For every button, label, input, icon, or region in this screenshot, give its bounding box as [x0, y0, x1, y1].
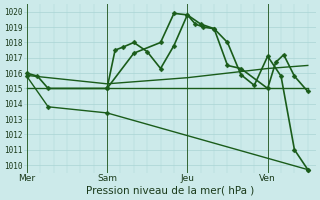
X-axis label: Pression niveau de la mer( hPa ): Pression niveau de la mer( hPa ) — [86, 186, 254, 196]
